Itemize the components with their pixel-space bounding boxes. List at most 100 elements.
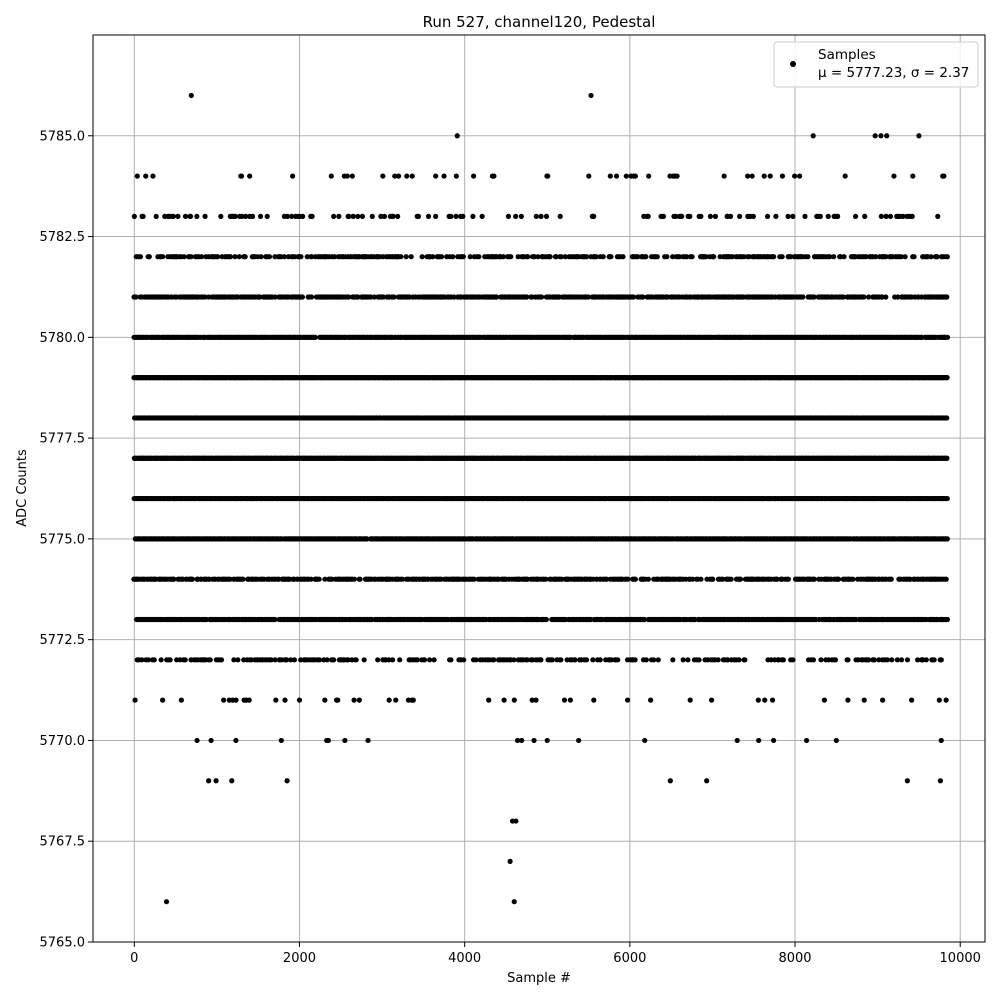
- data-point: [872, 133, 878, 139]
- data-point: [375, 657, 381, 663]
- data-point: [780, 657, 786, 663]
- data-point: [736, 657, 742, 663]
- data-point: [514, 737, 521, 744]
- data-point: [507, 858, 513, 864]
- data-point: [278, 737, 284, 744]
- data-point: [931, 657, 937, 663]
- data-point: [543, 576, 549, 582]
- data-point: [296, 697, 303, 703]
- data-point: [670, 657, 676, 663]
- data-point: [544, 737, 550, 744]
- data-point: [288, 657, 294, 663]
- data-point: [762, 697, 768, 703]
- data-point: [538, 657, 544, 663]
- data-point: [410, 697, 416, 703]
- data-point: [471, 576, 477, 582]
- data-point: [811, 576, 817, 582]
- data-point: [785, 576, 791, 582]
- data-point: [414, 657, 420, 663]
- data-point: [531, 737, 537, 744]
- data-point: [710, 576, 716, 582]
- data-point: [558, 657, 564, 663]
- data-point: [704, 778, 710, 784]
- data-point: [696, 657, 702, 663]
- data-point: [756, 737, 762, 744]
- data-point: [728, 576, 734, 582]
- data-point: [898, 657, 905, 663]
- data-point: [725, 657, 731, 663]
- data-point: [698, 576, 704, 582]
- data-point: [923, 657, 929, 663]
- chart-title: Run 527, channel120, Pedestal: [423, 13, 656, 31]
- data-point: [588, 92, 594, 99]
- data-point: [171, 576, 177, 582]
- data-point: [884, 657, 891, 663]
- data-point: [755, 697, 761, 703]
- data-point: [272, 657, 278, 663]
- data-point: [936, 697, 942, 703]
- data-point: [272, 616, 278, 623]
- data-point: [353, 657, 359, 663]
- data-point: [345, 657, 351, 663]
- data-point: [390, 657, 396, 663]
- data-point: [397, 657, 403, 663]
- data-point: [888, 576, 894, 582]
- data-point: [938, 657, 944, 663]
- data-point: [284, 778, 290, 784]
- data-point: [316, 657, 323, 663]
- data-point: [229, 778, 235, 784]
- data-point: [583, 657, 590, 663]
- data-point: [845, 657, 851, 663]
- data-point: [880, 697, 886, 703]
- data-point: [590, 657, 596, 663]
- data-point: [944, 455, 950, 461]
- data-point: [943, 576, 949, 582]
- data-point: [845, 697, 851, 703]
- data-point: [324, 657, 330, 663]
- data-point: [810, 657, 817, 663]
- data-point: [871, 657, 877, 663]
- data-point: [889, 657, 895, 663]
- grid: [93, 35, 985, 943]
- data-point: [655, 657, 661, 663]
- data-point: [944, 536, 950, 542]
- data-point: [365, 737, 371, 744]
- data-point: [894, 657, 900, 663]
- data-point: [268, 657, 274, 663]
- data-point: [511, 657, 517, 663]
- data-point: [603, 576, 610, 582]
- data-point: [235, 657, 241, 663]
- data-point: [770, 737, 777, 744]
- data-point: [221, 697, 227, 703]
- data-point: [884, 133, 890, 139]
- data-point: [291, 657, 298, 663]
- data-point: [804, 737, 810, 744]
- data-point: [769, 697, 776, 703]
- data-point: [132, 697, 138, 703]
- data-point: [524, 657, 531, 663]
- data-point: [680, 657, 686, 663]
- data-point: [139, 657, 145, 663]
- data-point: [865, 657, 872, 663]
- data-point: [742, 657, 748, 663]
- data-point: [909, 697, 915, 703]
- data-point: [421, 657, 428, 663]
- data-point: [768, 657, 774, 663]
- data-point: [690, 576, 696, 582]
- data-point: [282, 697, 288, 703]
- data-point: [774, 576, 780, 582]
- data-point: [943, 697, 949, 703]
- data-point: [645, 576, 651, 582]
- data-point: [615, 657, 621, 663]
- data-point: [625, 576, 631, 582]
- data-point: [861, 697, 867, 703]
- data-point: [915, 657, 921, 663]
- data-point: [832, 657, 839, 663]
- data-point: [342, 737, 348, 744]
- data-point: [207, 657, 213, 663]
- data-point: [335, 697, 341, 703]
- data-point: [473, 657, 479, 663]
- data-point: [386, 697, 392, 703]
- data-point: [233, 737, 239, 744]
- data-point: [937, 778, 944, 784]
